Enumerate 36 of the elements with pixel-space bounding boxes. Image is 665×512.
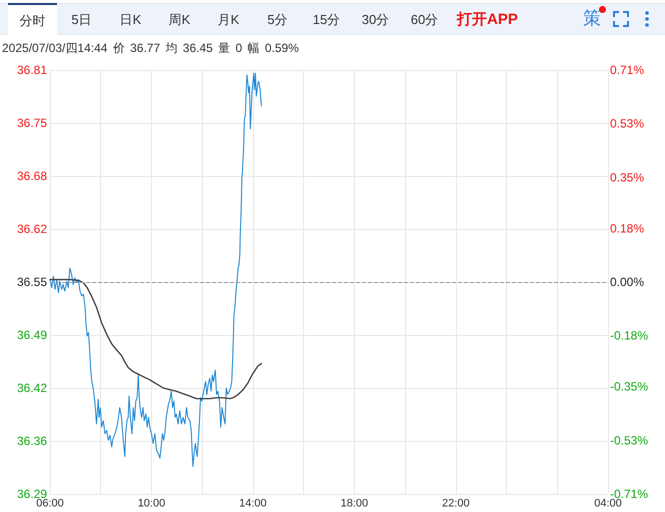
y-tick-label: 36.68 [16, 169, 48, 183]
text: 日K [120, 12, 142, 28]
y-tick-label: 36.55 [16, 275, 48, 289]
y-tick-label: 36.75 [16, 116, 48, 130]
text: 60分 [410, 12, 438, 28]
y-tick-label: 36.36 [16, 434, 48, 448]
y2-tick-label: -0.18% [610, 328, 648, 343]
text: 5日 [71, 12, 92, 28]
x-tick-label: 14:00 [239, 498, 267, 510]
y2-tick-label: 0.53% [610, 116, 644, 131]
x-tick-label: 22:00 [442, 498, 470, 510]
y-tick-label: 36.81 [16, 63, 48, 77]
text: 15分 [312, 12, 340, 28]
text: 策 [583, 8, 601, 28]
x-tick-label: 18:00 [340, 498, 368, 510]
line-series [50, 72, 262, 467]
y-tick-label: 36.62 [16, 222, 48, 236]
x-tick-label: 04:00 [594, 498, 622, 510]
y-tick-label: 36.49 [16, 328, 48, 342]
selected-tab: 分时 [8, 3, 57, 36]
y2-tick-label: -0.35% [610, 380, 648, 394]
y2-tick-label: 0.00% [610, 275, 644, 289]
y2-tick-label: -0.53% [610, 433, 648, 448]
text: 打开APP [457, 11, 518, 28]
line-series [49, 278, 262, 400]
text: 5分 [267, 12, 288, 28]
text: 周K [168, 12, 190, 28]
y2-tick-label: 0.18% [610, 221, 644, 236]
y-tick-label: 36.42 [16, 381, 48, 395]
text: 30分 [362, 12, 390, 28]
x-tick-label: 06:00 [36, 498, 64, 510]
x-tick-label: 10:00 [138, 498, 166, 510]
chart-title: 2025/07/03/四14:44 价 36.77 均 36.45 量 0 幅 0.59% [2, 41, 299, 55]
text: 月K [218, 12, 240, 28]
y2-tick-label: 0.35% [610, 170, 644, 184]
y2-tick-label: 0.71% [610, 63, 644, 77]
